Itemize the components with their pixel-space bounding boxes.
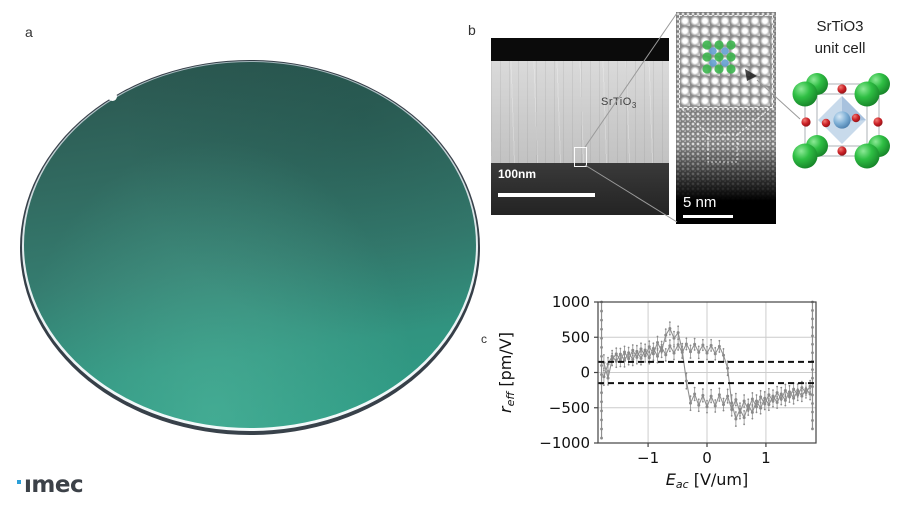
imec-logo-blue-dot <box>17 480 21 484</box>
svg-text:0: 0 <box>702 449 712 467</box>
wafer-surface <box>24 62 476 428</box>
svg-text:1000: 1000 <box>552 293 590 311</box>
unit-cell-caption: SrTiO3 unit cell <box>795 16 885 60</box>
hrtem-scale-bar <box>683 215 733 218</box>
hrtem-inset-image: 5 nm <box>676 12 776 224</box>
wafer-photo <box>20 60 480 435</box>
wafer-notch <box>108 92 117 101</box>
tem-top-dark-band <box>491 38 669 61</box>
unit-cell-caption-line2: unit cell <box>814 39 866 57</box>
tem-scale-text: 100nm <box>498 167 537 181</box>
panel-a-label: a <box>25 24 33 40</box>
svg-text:−1: −1 <box>637 449 659 467</box>
o-atoms <box>801 84 883 156</box>
reff-vs-eac-chart: −1 0 1 1000 500 0 −500 −1000 Eac [V/um] reff [pm/… <box>493 286 838 496</box>
imec-logo: ımec <box>14 470 104 504</box>
hrtem-scale-text: 5 nm <box>683 194 717 211</box>
tem-material-label-main: SrTiO <box>601 96 632 108</box>
chart-svg: −1 0 1 1000 500 0 −500 −1000 Eac [V/um] reff [pm/… <box>496 293 817 491</box>
svg-text:−1000: −1000 <box>539 434 590 452</box>
tem-cross-section-image: SrTiO3 100nm <box>491 38 669 215</box>
tem-scale-bar <box>498 193 595 197</box>
imec-logo-text: ımec <box>24 472 84 498</box>
ti-atom-center <box>833 111 851 129</box>
panel-b-label: b <box>468 22 476 38</box>
panel-c-label: c <box>481 332 487 346</box>
svg-text:Eac [V/um]: Eac [V/um] <box>666 470 749 491</box>
unit-cell-caption-line1: SrTiO3 <box>816 18 864 35</box>
svg-text:reff [pm/V]: reff [pm/V] <box>496 332 517 413</box>
tem-material-label: SrTiO3 <box>601 96 637 110</box>
svg-text:1: 1 <box>761 449 771 467</box>
svg-text:500: 500 <box>561 328 590 346</box>
tem-material-label-sub: 3 <box>631 101 637 111</box>
hrtem-bottom-fade <box>676 12 776 224</box>
svg-text:−500: −500 <box>549 399 590 417</box>
unit-cell-diagram <box>792 73 890 169</box>
tem-zoom-source-box <box>574 147 587 167</box>
svg-text:0: 0 <box>580 364 590 382</box>
